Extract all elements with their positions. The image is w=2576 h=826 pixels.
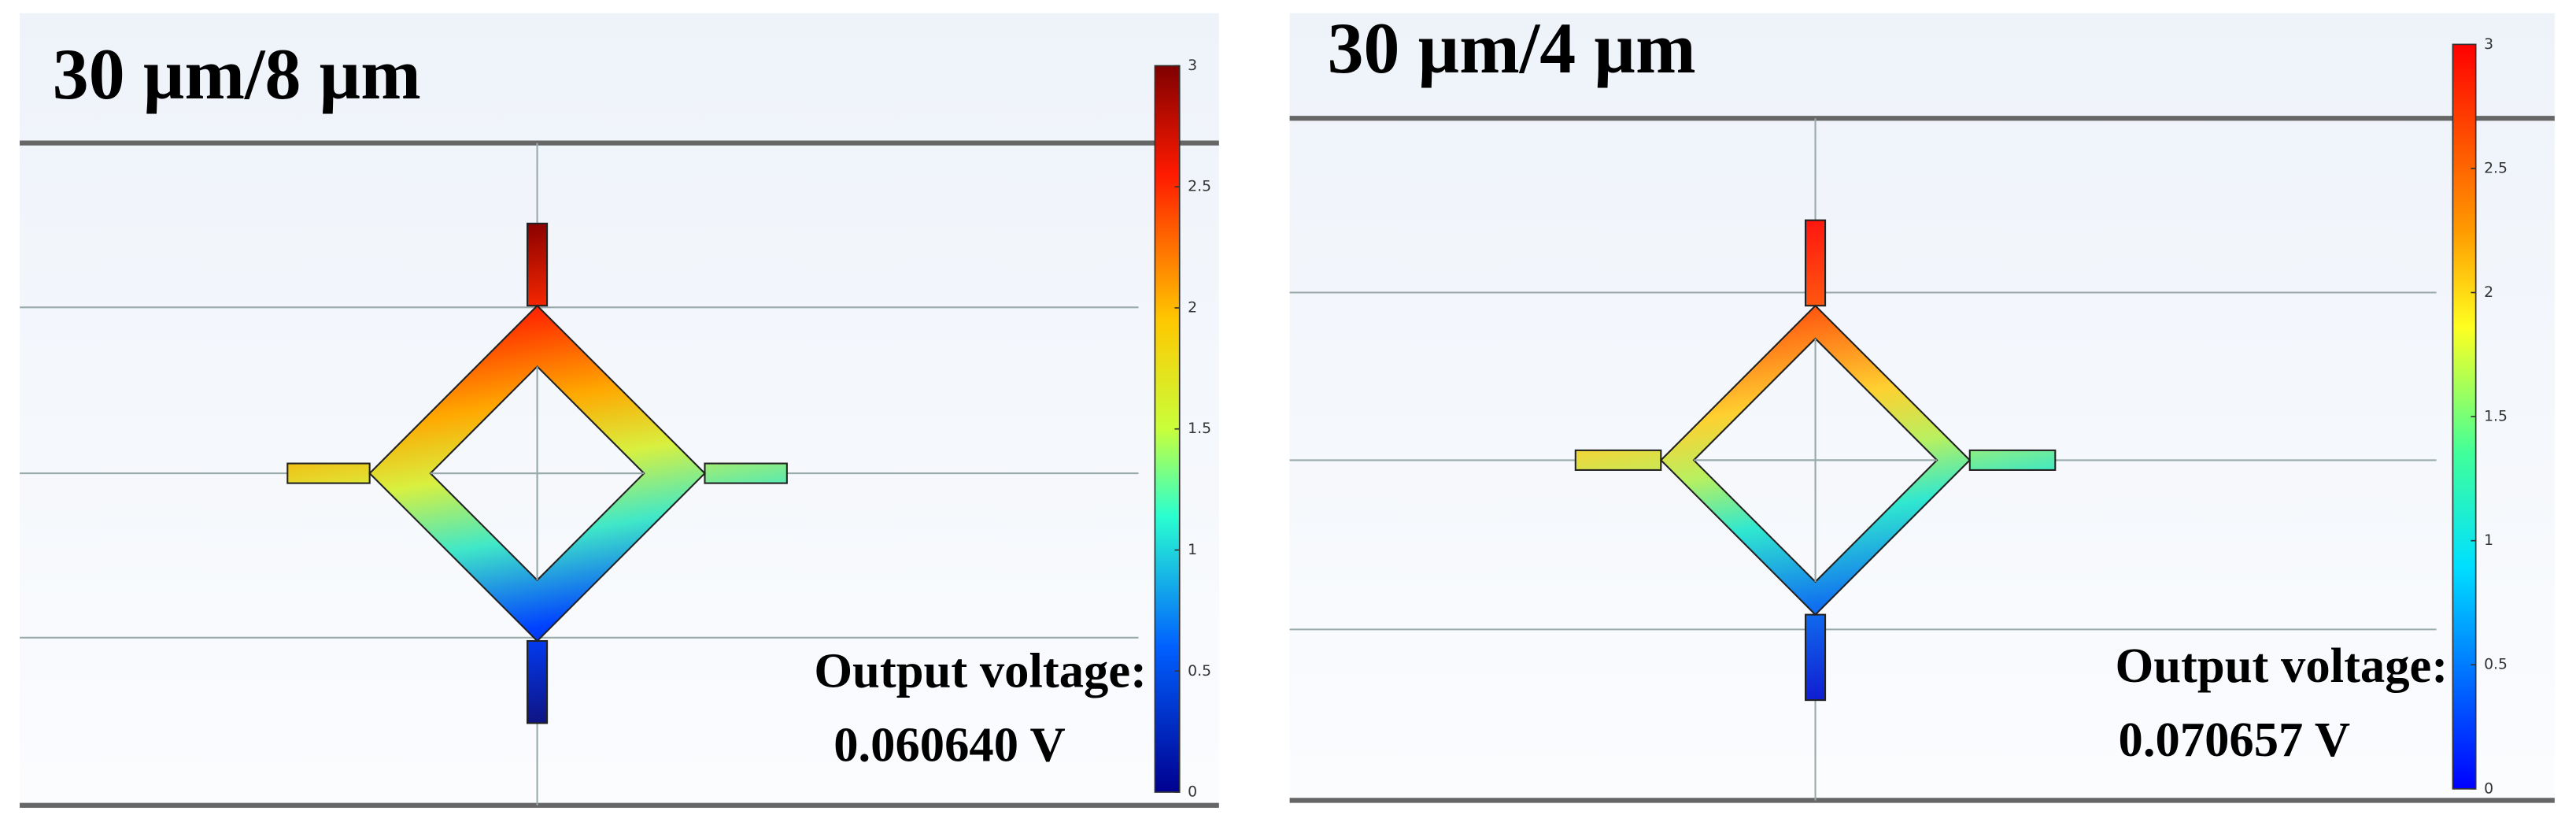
stem bbox=[1968, 449, 2057, 471]
panel-background bbox=[1289, 13, 2555, 804]
output-label: Output voltage: bbox=[2116, 638, 2448, 693]
output-value: 0.060640 V bbox=[833, 717, 1066, 772]
colorbar-tick-label: 0.5 bbox=[1188, 663, 1211, 680]
colorbar-tick-label: 2.5 bbox=[1188, 179, 1211, 195]
colorbar-tick-label: 0 bbox=[2484, 780, 2493, 797]
stem bbox=[527, 222, 549, 307]
stem bbox=[527, 639, 549, 724]
stem bbox=[1574, 449, 1662, 471]
colorbar-tick-label: 2.5 bbox=[2484, 160, 2508, 176]
output-value: 0.070657 V bbox=[2119, 712, 2351, 767]
colorbar-tick-label: 2 bbox=[1188, 299, 1197, 316]
panel-title: 30 µm/4 µm bbox=[1328, 8, 1696, 88]
panel-title: 30 µm/8 µm bbox=[53, 34, 421, 114]
colorbar-tick-label: 3 bbox=[2484, 36, 2493, 53]
colorbar-tick-label: 1.5 bbox=[2484, 409, 2508, 425]
colorbar-tick-label: 1.5 bbox=[1188, 420, 1211, 437]
output-label: Output voltage: bbox=[814, 643, 1147, 698]
colorbar-tick-label: 2 bbox=[2484, 284, 2493, 301]
colorbar-tick-label: 0 bbox=[1188, 784, 1197, 801]
colorbar-tick-label: 1 bbox=[1188, 542, 1197, 558]
colorbar-tick-label: 1 bbox=[2484, 532, 2493, 549]
stem bbox=[1804, 219, 1827, 307]
stem bbox=[286, 462, 371, 484]
colorbar-tick-label: 3 bbox=[1188, 57, 1197, 74]
stem bbox=[704, 462, 788, 484]
colorbar-tick-label: 0.5 bbox=[2484, 657, 2508, 673]
stem bbox=[1804, 613, 1827, 702]
